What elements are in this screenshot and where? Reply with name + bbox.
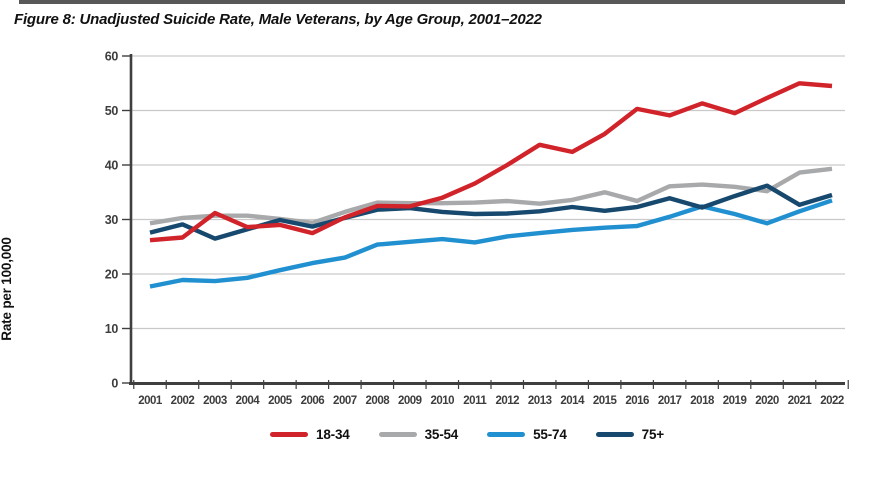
legend-swatch-35-54: [378, 432, 417, 437]
legend-swatch-55-74: [487, 432, 526, 437]
x-tick-label: 2010: [430, 395, 454, 407]
x-tick-label: 2021: [788, 395, 813, 407]
legend-label-18-34: 18-34: [316, 427, 350, 442]
x-tick-label: 2015: [593, 395, 618, 407]
x-tick-label: 2012: [495, 395, 519, 407]
x-tick-label: 2001: [138, 395, 163, 407]
x-tick-label: 2011: [463, 395, 487, 407]
y-tick-label: 30: [105, 213, 119, 227]
y-tick-label: 60: [105, 50, 119, 64]
legend-item-35-54: 35-54: [378, 427, 459, 442]
x-tick-label: 2003: [203, 395, 227, 407]
legend-label-35-54: 35-54: [424, 427, 459, 442]
y-tick-label: 0: [111, 377, 118, 391]
series-line-55-74: [149, 198, 833, 289]
legend-swatch-18-34: [270, 432, 309, 437]
y-tick-label: 50: [105, 104, 119, 118]
x-tick-label: 2002: [171, 395, 195, 407]
x-tick-label: 2007: [333, 395, 357, 407]
x-tick-label: 2014: [560, 395, 585, 407]
series-line-35-54: [149, 166, 833, 226]
legend-item-18-34: 18-34: [270, 427, 350, 442]
x-tick-label: 2017: [658, 395, 682, 407]
x-tick-label: 2004: [236, 395, 261, 407]
series-line-18-34: [149, 81, 833, 243]
x-tick-label: 2016: [625, 395, 649, 407]
y-tick-label: 10: [105, 322, 119, 336]
x-tick-label: 2008: [366, 395, 391, 407]
x-tick-label: 2006: [301, 395, 325, 407]
y-tick-label: 20: [105, 268, 119, 282]
x-tick-label: 2022: [820, 395, 844, 407]
x-tick-label: 2019: [723, 395, 747, 407]
x-tick-label: 2020: [755, 395, 779, 407]
cropped-header-artifact: [19, 0, 845, 4]
figure-title: Figure 8: Unadjusted Suicide Rate, Male …: [14, 11, 542, 28]
legend-swatch-75plus: [595, 432, 634, 437]
legend: 18-34 35-54 55-74 75+: [28, 427, 878, 442]
x-tick-label: 2009: [398, 395, 422, 407]
y-tick-label: 40: [105, 159, 119, 173]
legend-label-55-74: 55-74: [533, 427, 567, 442]
legend-label-75plus: 75+: [641, 427, 665, 442]
legend-item-55-74: 55-74: [487, 427, 567, 442]
x-tick-label: 2013: [528, 395, 552, 407]
x-tick-label: 2005: [268, 395, 293, 407]
x-tick-label: 2018: [690, 395, 715, 407]
legend-item-75plus: 75+: [595, 427, 665, 442]
